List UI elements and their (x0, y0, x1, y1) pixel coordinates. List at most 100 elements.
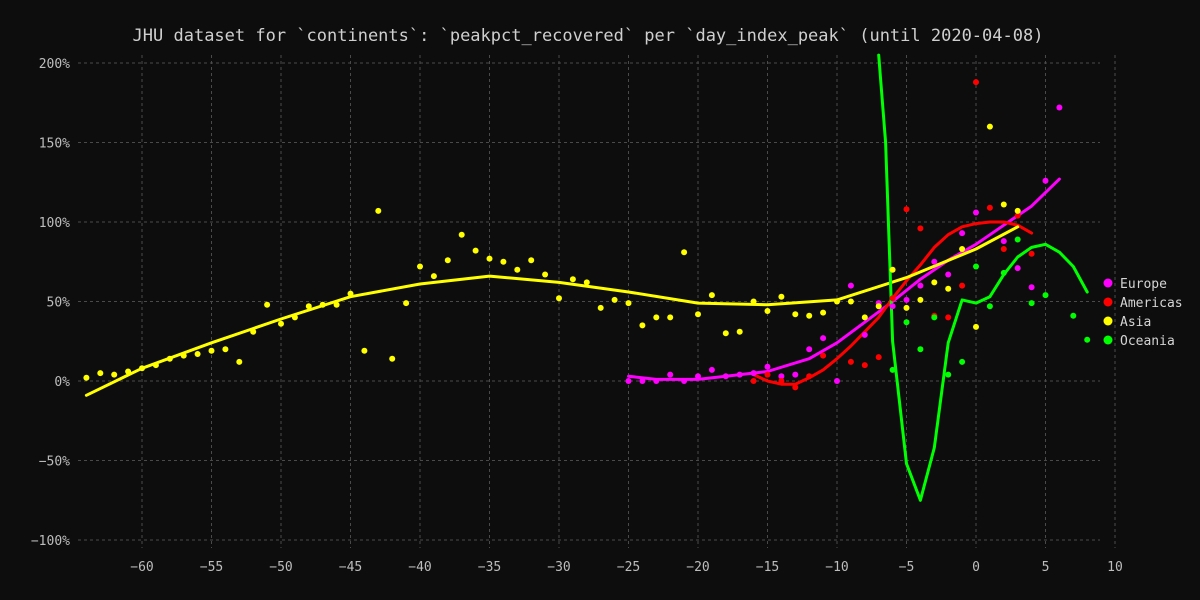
americas-point (1014, 212, 1021, 219)
americas-point (986, 204, 993, 211)
europe-trend-line (627, 177, 1061, 381)
americas-point (820, 352, 827, 359)
legend-marker-oceania (1103, 335, 1113, 345)
europe-point (861, 331, 868, 338)
asia-point (139, 365, 145, 372)
europe-point (903, 296, 910, 303)
americas-point (1000, 246, 1007, 252)
asia-point (166, 355, 173, 362)
asia-point (903, 304, 910, 311)
oceania-point (889, 366, 896, 373)
asia-point (361, 347, 368, 354)
asia-point (319, 301, 326, 308)
asia-point (486, 255, 493, 262)
europe-point (681, 378, 688, 384)
europe-point (820, 335, 827, 342)
asia-point (333, 301, 340, 308)
asia-point (430, 273, 437, 280)
europe-point (1056, 104, 1063, 111)
europe-point (931, 258, 938, 265)
asia-point (111, 371, 118, 378)
asia-point (722, 330, 729, 337)
asia-point (625, 300, 632, 307)
europe-point (1014, 265, 1021, 272)
asia-point (847, 298, 854, 305)
europe-point (736, 371, 743, 378)
asia-point (472, 247, 479, 254)
x-tick-label: −55 (200, 560, 223, 575)
asia-point (695, 311, 701, 318)
americas-point (847, 358, 854, 365)
asia-point (681, 249, 688, 256)
y-tick-label: −100% (31, 534, 70, 549)
americas-point (861, 362, 868, 369)
asia-point (417, 263, 423, 270)
asia-point (222, 346, 229, 353)
asia-point (97, 370, 104, 377)
asia-point (583, 279, 590, 286)
x-tick-label: −20 (686, 560, 709, 575)
asia-point (861, 314, 868, 321)
americas-point (875, 354, 882, 361)
asia-point (514, 266, 521, 273)
asia-point (792, 311, 799, 318)
americas-point (945, 314, 952, 321)
legend-label-europe: Europe (1120, 277, 1167, 292)
x-tick-label: −15 (756, 560, 779, 575)
x-tick-label: −10 (825, 560, 848, 575)
americas-point (973, 79, 979, 86)
asia-point (778, 293, 785, 300)
asia-point (403, 300, 410, 307)
europe-point (625, 378, 632, 384)
asia-point (986, 123, 993, 130)
data-points (83, 79, 1091, 391)
asia-point (611, 296, 618, 303)
y-tick-label: 150% (39, 137, 70, 152)
asia-point (820, 309, 827, 316)
asia-point (569, 276, 576, 283)
asia-point (83, 374, 90, 381)
x-tick-label: −50 (269, 560, 292, 575)
asia-point (305, 303, 312, 310)
americas-point (959, 282, 966, 289)
asia-point (834, 298, 840, 305)
asia-point (389, 355, 396, 362)
oceania-trend-line (877, 53, 1089, 502)
americas-point (1028, 250, 1035, 257)
americas-point (764, 371, 771, 378)
asia-point (375, 207, 382, 214)
europe-point (1042, 177, 1049, 184)
asia-point (278, 320, 284, 327)
y-tick-label: 50% (47, 296, 71, 311)
asia-point (291, 314, 298, 321)
asia-trend-line (84, 225, 1020, 397)
asia-point (597, 304, 604, 311)
legend-marker-americas (1103, 297, 1113, 307)
asia-point (444, 257, 451, 264)
europe-point (973, 209, 979, 216)
europe-point (806, 346, 813, 353)
asia-point (264, 301, 271, 308)
legend-label-oceania: Oceania (1120, 334, 1175, 349)
y-tick-label: −50% (39, 455, 70, 470)
oceania-point (959, 358, 966, 365)
asia-point (250, 328, 257, 335)
x-tick-label: 10 (1107, 560, 1123, 575)
americas-point (903, 206, 910, 213)
oceania-point (1070, 312, 1077, 319)
y-tick-label: 100% (39, 216, 70, 231)
asia-point (236, 358, 243, 365)
asia-point (556, 295, 562, 302)
europe-point (847, 282, 854, 289)
europe-point (764, 363, 771, 370)
asia-point (917, 296, 924, 303)
asia-point (875, 303, 882, 310)
x-tick-label: −40 (408, 560, 431, 575)
asia-point (973, 323, 979, 330)
europe-point (792, 371, 799, 378)
europe-point (1028, 284, 1035, 291)
asia-point (542, 271, 549, 278)
asia-point (736, 328, 743, 335)
oceania-point (1084, 336, 1091, 343)
